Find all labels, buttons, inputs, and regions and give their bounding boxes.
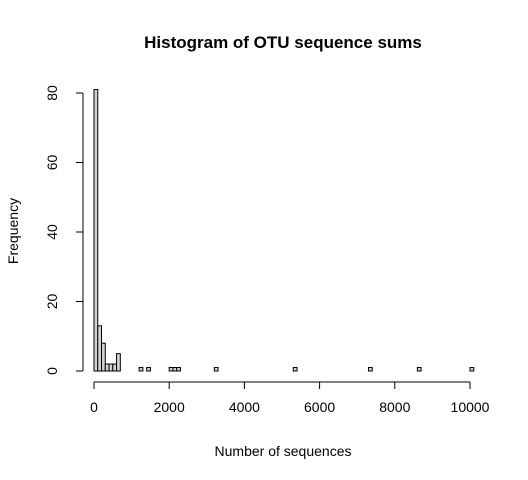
chart-title: Histogram of OTU sequence sums bbox=[144, 33, 422, 52]
y-tick-label: 60 bbox=[44, 155, 60, 171]
histogram-bar bbox=[292, 367, 298, 372]
x-tick-label: 10000 bbox=[451, 399, 490, 415]
y-tick-label: 0 bbox=[44, 367, 60, 375]
x-tick-label: 4000 bbox=[229, 399, 260, 415]
x-tick-label: 8000 bbox=[379, 399, 410, 415]
histogram-bar bbox=[116, 353, 121, 372]
x-axis-label: Number of sequences bbox=[215, 443, 352, 459]
histogram-bar bbox=[168, 367, 174, 372]
histogram-bar bbox=[146, 367, 151, 372]
histogram-bar bbox=[112, 363, 118, 372]
histogram-bar bbox=[172, 367, 178, 372]
histogram-bar bbox=[101, 342, 106, 372]
histogram-bars bbox=[93, 89, 475, 372]
x-tick-label: 0 bbox=[90, 399, 98, 415]
histogram-bar bbox=[176, 367, 181, 372]
histogram-bar bbox=[93, 89, 99, 372]
x-axis: 0 2000 4000 6000 8000 10000 bbox=[90, 381, 490, 415]
y-axis: 0 20 40 60 80 bbox=[44, 85, 84, 375]
histogram-bar bbox=[138, 367, 144, 372]
histogram-bar bbox=[367, 367, 373, 372]
x-tick-label: 2000 bbox=[154, 399, 185, 415]
x-tick-label: 6000 bbox=[304, 399, 335, 415]
histogram-bar bbox=[213, 367, 219, 372]
y-axis-label: Frequency bbox=[5, 198, 21, 264]
y-tick-label: 80 bbox=[44, 85, 60, 101]
histogram-bar bbox=[97, 325, 103, 372]
y-tick-label: 20 bbox=[44, 294, 60, 310]
histogram-bar bbox=[469, 367, 475, 372]
histogram-bar bbox=[108, 363, 114, 372]
histogram-bar bbox=[104, 363, 110, 372]
y-tick-label: 40 bbox=[44, 224, 60, 240]
histogram-bar bbox=[416, 367, 422, 372]
